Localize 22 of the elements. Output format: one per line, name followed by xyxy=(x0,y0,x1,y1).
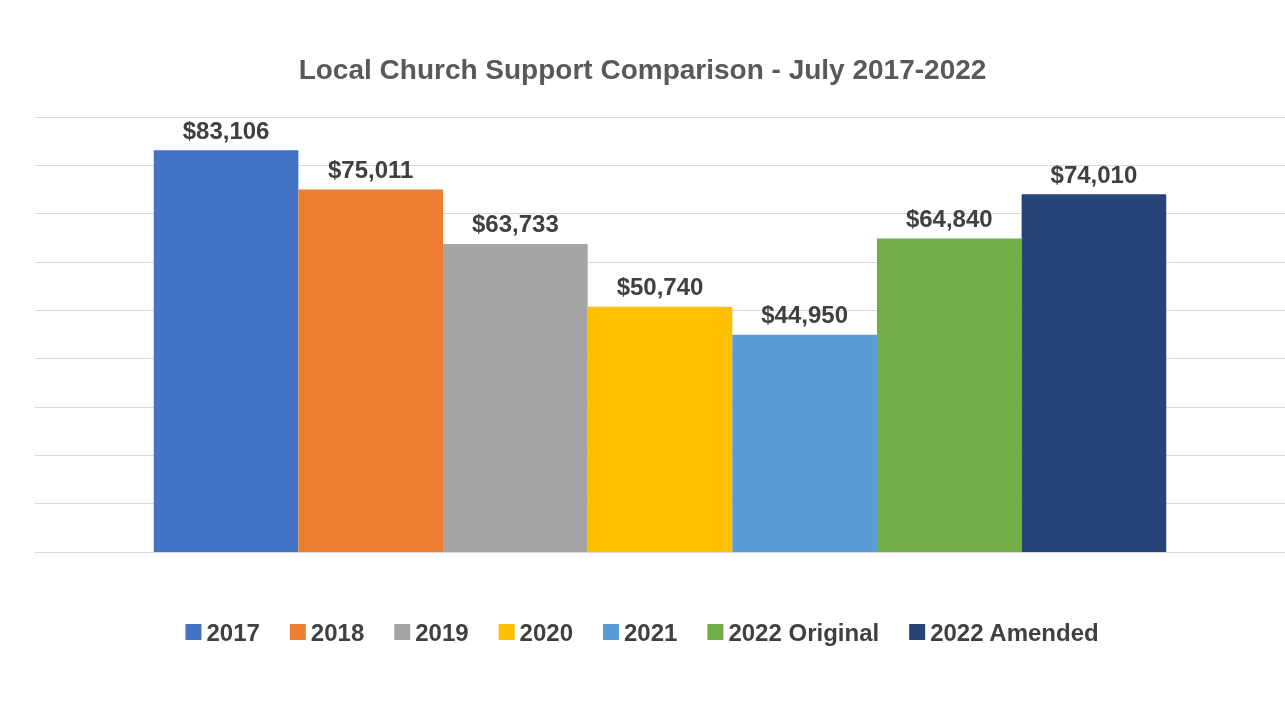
legend-label: 2020 xyxy=(519,618,574,646)
legend-label: 2018 xyxy=(310,618,365,646)
bar xyxy=(298,189,444,552)
legend-label: 2017 xyxy=(206,618,260,646)
legend-label: 2021 xyxy=(624,618,678,646)
data-label: $74,010 xyxy=(1050,160,1138,188)
data-label: $75,011 xyxy=(328,155,414,183)
legend-label: 2019 xyxy=(415,618,469,646)
bar xyxy=(443,243,588,552)
data-label: $50,740 xyxy=(616,273,704,301)
legend-label: 2022 Amended xyxy=(930,618,1099,646)
legend-label: 2022 Original xyxy=(728,618,880,646)
chart-title: Local Church Support Comparison - July 2017-2022 xyxy=(298,53,987,85)
data-label: $44,950 xyxy=(761,301,849,329)
bar xyxy=(732,334,877,552)
bar xyxy=(587,306,733,552)
bar xyxy=(153,150,299,552)
bar xyxy=(1021,194,1167,552)
data-label: $83,106 xyxy=(182,116,270,144)
bar xyxy=(876,238,1022,552)
data-label: $64,840 xyxy=(905,205,993,233)
data-label: $63,733 xyxy=(471,210,559,238)
